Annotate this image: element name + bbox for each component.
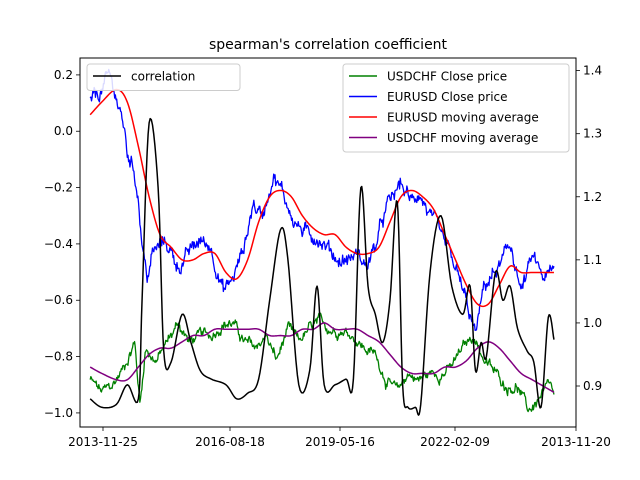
y-right-tick-label: 1.3 [583, 127, 602, 141]
y-left-tick-label: −1.0 [44, 406, 73, 420]
y-right-tick-label: 1.0 [583, 316, 602, 330]
series-line-usdchf-close-price [89, 312, 555, 413]
series-line-correlation [89, 117, 555, 416]
x-tick-label: 2013-11-25 [68, 435, 138, 449]
plot-frame [79, 57, 577, 428]
legend-box [342, 63, 570, 153]
y-right-tick-label: 1.1 [583, 253, 602, 267]
series-line-eurusd-close-price [89, 68, 555, 332]
legend-label: EURUSD Close price [387, 90, 508, 104]
x-tick-label: 2013-11-20 [541, 435, 611, 449]
y-left-tick-label: 0.2 [54, 68, 73, 82]
series-line-eurusd-moving-average [89, 88, 554, 308]
x-tick-label: 2016-08-18 [195, 435, 265, 449]
legend-label: EURUSD moving average [387, 111, 539, 125]
legend-right: USDCHF Close price EURUSD Close price EURU… [342, 63, 570, 153]
x-axis: 2013-11-25 2016-08-18 2019-05-16 2022-02-09… [68, 427, 611, 449]
y-left-tick-label: −0.8 [44, 350, 73, 364]
x-tick-label: 2022-02-09 [420, 435, 490, 449]
legend-left: correlation [86, 63, 241, 91]
series-line-usdchf-moving-average [89, 322, 555, 393]
y-axis-right: 0.9 1.0 1.1 1.2 1.3 1.4 [576, 64, 602, 393]
x-tick-label: 2019-05-16 [305, 435, 375, 449]
y-left-tick-label: −0.6 [44, 293, 73, 307]
chart-title: spearman's correlation coefficient [209, 37, 448, 53]
series-layer [89, 68, 555, 416]
y-left-tick-label: −0.4 [44, 237, 73, 251]
legend-label: USDCHF moving average [387, 131, 538, 145]
legend-box [86, 63, 241, 91]
y-left-tick-label: 0.0 [54, 124, 73, 138]
y-right-tick-label: 0.9 [583, 379, 602, 393]
legend-label: correlation [131, 70, 195, 84]
y-right-tick-label: 1.2 [583, 190, 602, 204]
y-left-tick-label: −0.2 [44, 181, 73, 195]
y-axis-left: −1.0 −0.8 −0.6 −0.4 −0.2 0.0 0.2 [44, 68, 80, 420]
y-right-tick-label: 1.4 [583, 64, 602, 78]
legend-label: USDCHF Close price [387, 70, 507, 84]
